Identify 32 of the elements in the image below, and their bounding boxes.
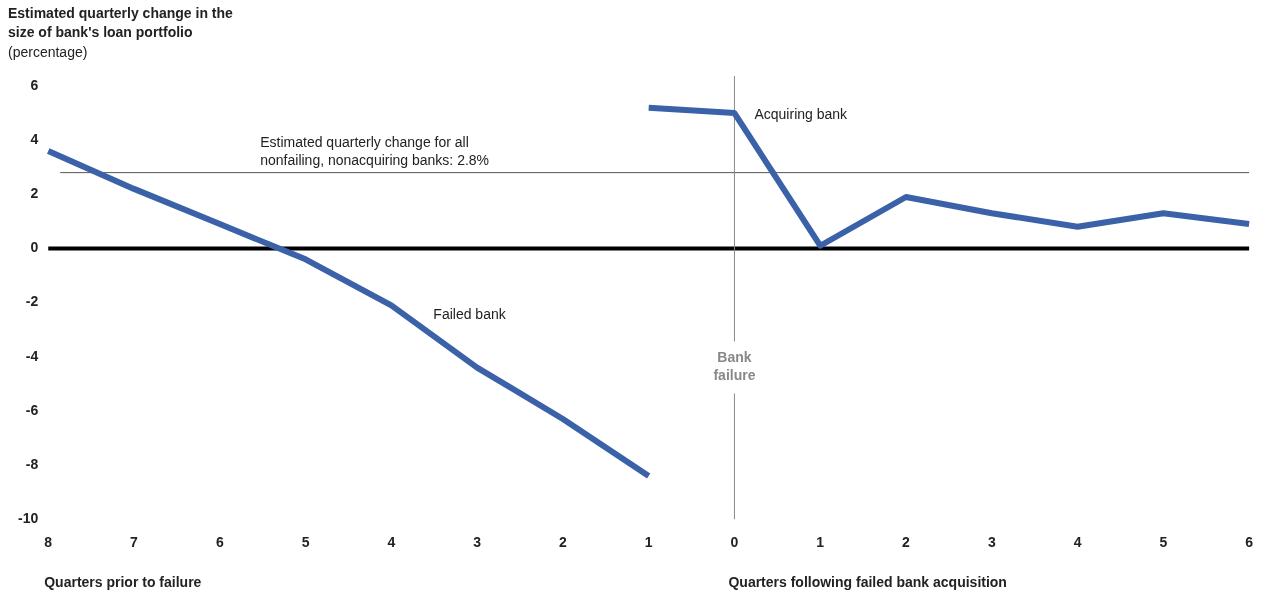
x-tick-label: 3	[987, 534, 996, 551]
ref-line-label: Bank failure	[713, 349, 756, 384]
y-tick-label: -2	[25, 293, 39, 310]
x-tick-label: 6	[215, 534, 224, 551]
chart-title: Estimated quarterly change in the size of bank's loan portfolio	[8, 4, 234, 42]
y-axis-title: (percentage)	[8, 44, 88, 60]
series-label: Acquiring bank	[754, 105, 849, 122]
y-tick-label: 2	[30, 185, 39, 202]
x-tick-label: 1	[644, 534, 653, 551]
x-tick-label: 5	[1159, 534, 1168, 551]
y-tick-label: -4	[25, 347, 39, 364]
series-label: Failed bank	[433, 306, 507, 323]
x-tick-label: 8	[44, 534, 53, 551]
ref-line-label: Estimated quarterly change for all nonfailing, nonacquiring banks: 2.8%	[260, 134, 490, 169]
y-tick-label: 6	[30, 76, 39, 93]
x-tick-label: 0	[730, 534, 739, 551]
x-tick-label: 1	[816, 534, 825, 551]
y-tick-label: 4	[30, 131, 39, 148]
x-tick-label: 5	[301, 534, 310, 551]
x-tick-label: 2	[559, 534, 567, 551]
x-tick-label: 3	[473, 534, 482, 551]
y-tick-label: 0	[30, 239, 39, 256]
text: Quarters following failed bank acquisition	[728, 574, 1007, 590]
x-tick-label: 4	[387, 534, 396, 551]
x-tick-label: 2	[902, 534, 911, 551]
x-tick-label: 4	[1073, 534, 1082, 551]
y-tick-label: -8	[25, 455, 39, 472]
x-tick-label: 7	[130, 534, 139, 551]
y-tick-label: -6	[25, 401, 39, 418]
text: Quarters prior to failure	[44, 574, 202, 590]
y-tick-label: -10	[18, 510, 39, 527]
x-tick-label: 6	[1245, 534, 1254, 551]
